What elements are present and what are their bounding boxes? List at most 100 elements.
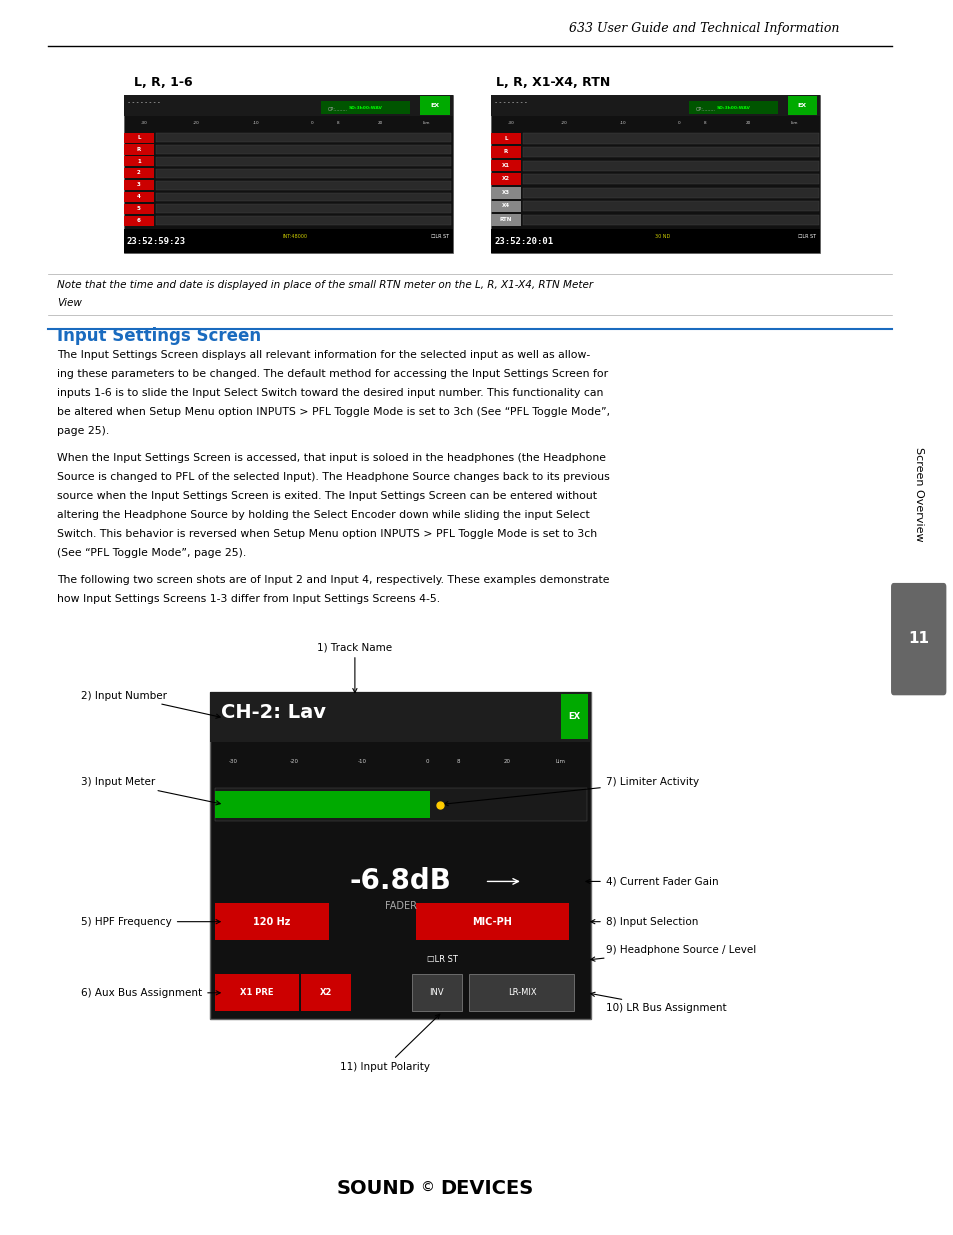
Bar: [491, 200, 520, 212]
Bar: [155, 169, 451, 178]
Bar: [301, 974, 351, 1011]
Text: 4: 4: [136, 194, 141, 199]
Bar: [155, 216, 451, 225]
Bar: [491, 230, 820, 253]
Text: 23:52:20:01: 23:52:20:01: [494, 237, 553, 246]
Text: 20: 20: [744, 121, 750, 125]
Text: Screen Overview: Screen Overview: [913, 447, 923, 541]
Text: 0: 0: [425, 758, 429, 763]
Text: 5: 5: [136, 206, 141, 211]
Text: Source is changed to PFL of the selected Input). The Headphone Source changes ba: Source is changed to PFL of the selected…: [57, 472, 609, 482]
Text: 20: 20: [377, 121, 383, 125]
Text: Note that the time and date is displayed in place of the small RTN meter on the : Note that the time and date is displayed…: [57, 280, 593, 290]
Text: ©: ©: [420, 1181, 434, 1195]
Text: X2: X2: [320, 988, 332, 998]
Text: 30 ND: 30 ND: [654, 233, 669, 238]
Text: DEVICES: DEVICES: [440, 1178, 534, 1198]
Bar: [155, 133, 451, 142]
Text: View: View: [57, 298, 82, 308]
Text: 5) HPF Frequency: 5) HPF Frequency: [81, 916, 220, 926]
Text: Input Settings Screen: Input Settings Screen: [57, 327, 261, 346]
Bar: [210, 692, 591, 742]
Text: Switch. This behavior is reversed when Setup Menu option INPUTS > PFL Toggle Mod: Switch. This behavior is reversed when S…: [57, 529, 597, 540]
Text: -10: -10: [357, 758, 367, 763]
Bar: [522, 188, 818, 198]
Text: 633 User Guide and Technical Information: 633 User Guide and Technical Information: [569, 21, 839, 35]
FancyBboxPatch shape: [890, 583, 945, 695]
Bar: [522, 161, 818, 170]
Bar: [522, 133, 818, 143]
Bar: [688, 101, 777, 114]
Text: LR-MIX: LR-MIX: [507, 988, 536, 998]
Text: 7) Limiter Activity: 7) Limiter Activity: [443, 777, 699, 805]
Text: SD:3h00:WAV: SD:3h00:WAV: [349, 106, 382, 110]
Text: -20: -20: [289, 758, 298, 763]
Text: The Input Settings Screen displays all relevant information for the selected inp: The Input Settings Screen displays all r…: [57, 350, 590, 359]
Bar: [787, 96, 817, 115]
Text: EX: EX: [430, 104, 439, 109]
Bar: [155, 144, 451, 154]
Text: -20: -20: [559, 121, 566, 125]
Text: MIC-PH: MIC-PH: [472, 916, 512, 926]
Text: -30: -30: [228, 758, 237, 763]
Text: X1: X1: [501, 163, 510, 168]
Bar: [214, 903, 329, 940]
Text: 2: 2: [137, 170, 140, 175]
Text: 120 Hz: 120 Hz: [253, 916, 291, 926]
Text: 11) Input Polarity: 11) Input Polarity: [340, 1014, 439, 1072]
Text: X3: X3: [501, 190, 510, 195]
Bar: [522, 215, 818, 225]
Text: EX: EX: [797, 104, 806, 109]
Text: 0: 0: [677, 121, 679, 125]
Text: X1 PRE: X1 PRE: [239, 988, 274, 998]
Bar: [416, 903, 568, 940]
Bar: [210, 692, 591, 1019]
Bar: [124, 95, 453, 253]
Bar: [214, 792, 430, 818]
Text: inputs 1-6 is to slide the Input Select Switch toward the desired input number. : inputs 1-6 is to slide the Input Select …: [57, 388, 603, 398]
Text: Lim: Lim: [422, 121, 430, 125]
Bar: [124, 216, 153, 226]
Text: RTN: RTN: [499, 217, 512, 222]
Text: FADER: FADER: [384, 902, 416, 911]
Bar: [491, 159, 520, 172]
Text: R: R: [136, 147, 141, 152]
Text: CP:........: CP:........: [328, 107, 348, 112]
Text: -10: -10: [619, 121, 625, 125]
Text: 9) Headphone Source / Level: 9) Headphone Source / Level: [590, 945, 755, 961]
Text: 1) Track Name: 1) Track Name: [317, 642, 392, 693]
Text: 8) Input Selection: 8) Input Selection: [590, 916, 698, 926]
Text: ☐LR ST: ☐LR ST: [798, 233, 816, 238]
Text: - - - - - - - -: - - - - - - - -: [495, 100, 527, 105]
Text: 2) Input Number: 2) Input Number: [81, 690, 220, 719]
Bar: [321, 101, 410, 114]
Text: L, R, X1-X4, RTN: L, R, X1-X4, RTN: [496, 75, 610, 89]
Text: page 25).: page 25).: [57, 426, 110, 436]
Text: 8: 8: [336, 121, 339, 125]
Text: 0: 0: [310, 121, 313, 125]
Text: SD:3h00:WAV: SD:3h00:WAV: [716, 106, 749, 110]
Bar: [124, 95, 453, 116]
Bar: [560, 694, 587, 739]
Text: R: R: [503, 149, 508, 154]
Bar: [469, 974, 574, 1011]
Bar: [419, 96, 450, 115]
Text: EX: EX: [568, 713, 579, 721]
Text: Lim: Lim: [556, 758, 565, 763]
Bar: [214, 974, 298, 1011]
Text: -30: -30: [507, 121, 514, 125]
Text: X4: X4: [501, 204, 510, 209]
Text: -20: -20: [193, 121, 199, 125]
Text: 4) Current Fader Gain: 4) Current Fader Gain: [585, 877, 718, 887]
Text: L: L: [504, 136, 507, 141]
Text: -6.8dB: -6.8dB: [350, 867, 451, 895]
Text: how Input Settings Screens 1-3 differ from Input Settings Screens 4-5.: how Input Settings Screens 1-3 differ fr…: [57, 594, 440, 604]
Text: L, R, 1-6: L, R, 1-6: [133, 75, 192, 89]
Text: 3) Input Meter: 3) Input Meter: [81, 777, 220, 805]
Bar: [522, 201, 818, 211]
Bar: [491, 214, 520, 226]
Text: When the Input Settings Screen is accessed, that input is soloed in the headphon: When the Input Settings Screen is access…: [57, 452, 605, 463]
Bar: [155, 157, 451, 165]
Text: 20: 20: [503, 758, 511, 763]
Text: 23:52:59:23: 23:52:59:23: [127, 237, 186, 246]
